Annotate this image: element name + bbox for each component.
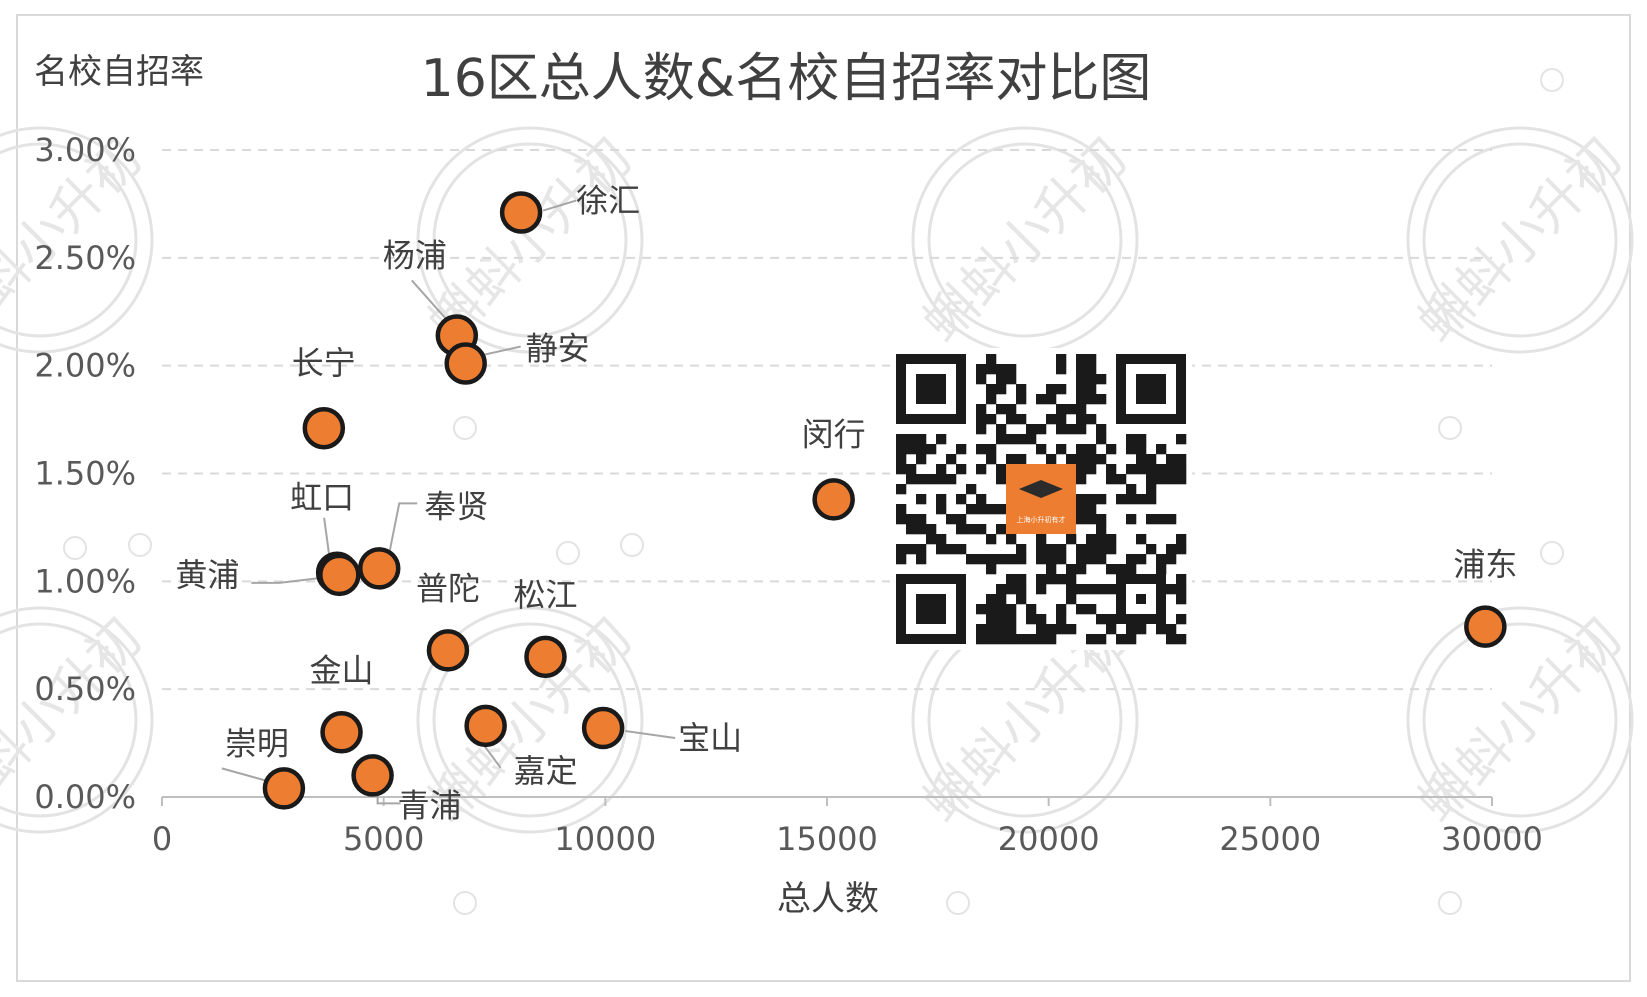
- watermark-dot: [946, 891, 970, 915]
- x-tick-label: 0: [152, 820, 172, 858]
- data-point: [812, 478, 855, 521]
- watermark-dot: [1540, 541, 1564, 565]
- watermark-dot: [63, 536, 87, 560]
- watermark-dot: [1540, 68, 1564, 92]
- y-tick-label: 0.50%: [34, 670, 136, 708]
- leader-line: [480, 345, 521, 357]
- point-label: 青浦: [398, 786, 462, 824]
- point-label: 普陀: [416, 569, 480, 607]
- point-label: 杨浦: [383, 236, 447, 274]
- watermark-dot: [620, 533, 644, 557]
- data-point: [444, 342, 487, 385]
- y-tick-label: 0.00%: [34, 778, 136, 816]
- watermark-dot: [556, 541, 580, 565]
- x-axis-label: 总人数: [777, 879, 879, 919]
- point-label: 闵行: [802, 415, 866, 453]
- leader-line: [388, 502, 418, 554]
- point-label: 金山: [310, 651, 374, 689]
- data-point: [464, 704, 507, 748]
- x-tick-label: 5000: [343, 820, 424, 858]
- qr-finder: [896, 574, 966, 644]
- y-tick-label: 1.50%: [34, 455, 136, 493]
- point-label: 虹口: [290, 479, 354, 517]
- point-label: 徐汇: [576, 182, 640, 220]
- x-tick-label: 30000: [1441, 820, 1543, 858]
- data-point: [524, 635, 567, 679]
- y-tick-label: 2.00%: [34, 347, 136, 385]
- watermark-dot: [1438, 416, 1462, 440]
- data-point: [302, 406, 346, 450]
- qr-logo: 上海小升初有才: [1006, 464, 1076, 534]
- point-label: 静安: [526, 330, 590, 368]
- data-point: [499, 191, 543, 234]
- watermark-stamp: 蝌蚪小升初: [911, 126, 1139, 354]
- point-label: 奉贤: [424, 487, 488, 525]
- x-tick-label: 25000: [1219, 820, 1321, 858]
- leader-line: [251, 576, 322, 584]
- watermark-dot: [1438, 891, 1462, 915]
- data-point: [351, 754, 394, 797]
- point-label: 浦东: [1453, 546, 1517, 584]
- watermark-dot: [453, 891, 477, 915]
- x-tick-label: 20000: [998, 820, 1100, 858]
- watermark-stamp: 蝌蚪小升初: [1406, 606, 1634, 834]
- leader-line: [542, 199, 577, 212]
- y-tick-label: 3.00%: [34, 131, 136, 169]
- point-label: 崇明: [225, 724, 289, 762]
- watermark-dot: [453, 416, 477, 440]
- data-point: [320, 711, 363, 754]
- leader-line: [323, 517, 331, 555]
- point-label: 长宁: [292, 344, 356, 382]
- x-tick-label: 10000: [554, 820, 656, 858]
- data-points: [262, 191, 1507, 810]
- leader-lines: [221, 199, 676, 805]
- qr-modules: [896, 354, 1187, 645]
- y-tick-label: 1.00%: [34, 562, 136, 600]
- data-point: [581, 706, 625, 750]
- watermark-dot: [128, 533, 152, 557]
- qr-finder: [1116, 574, 1166, 624]
- x-tick-label: 15000: [776, 820, 878, 858]
- data-point: [1464, 605, 1507, 648]
- point-label: 嘉定: [514, 752, 578, 790]
- y-axis-label: 名校自招率: [34, 52, 204, 92]
- data-point: [357, 547, 401, 590]
- gridlines: [162, 149, 1492, 691]
- watermark-stamp: 蝌蚪小升初: [1406, 126, 1634, 354]
- qr-finder: [896, 354, 966, 424]
- data-point: [262, 767, 306, 810]
- point-label: 黄浦: [175, 556, 239, 594]
- data-point: [426, 629, 470, 672]
- leader-line: [624, 729, 676, 739]
- y-axis-ticks: 0.00% 0.50% 1.00% 1.50% 2.00% 2.50% 3.00%: [34, 131, 136, 816]
- qr-logo-text: 上海小升初有才: [1017, 515, 1066, 524]
- point-label: 宝山: [678, 719, 742, 757]
- qr-finder: [1116, 354, 1186, 424]
- graduation-cap-icon: [1019, 480, 1063, 498]
- x-axis-ticks: 0 5000 10000 15000 20000 25000 30000: [152, 797, 1543, 858]
- chart-title: 16区总人数&名校自招率对比图: [421, 49, 1152, 109]
- point-label: 松江: [513, 576, 577, 614]
- data-point: [318, 553, 361, 597]
- y-tick-label: 2.50%: [34, 239, 136, 277]
- leader-line: [376, 795, 401, 805]
- qr-code[interactable]: 上海小升初有才: [890, 348, 1192, 650]
